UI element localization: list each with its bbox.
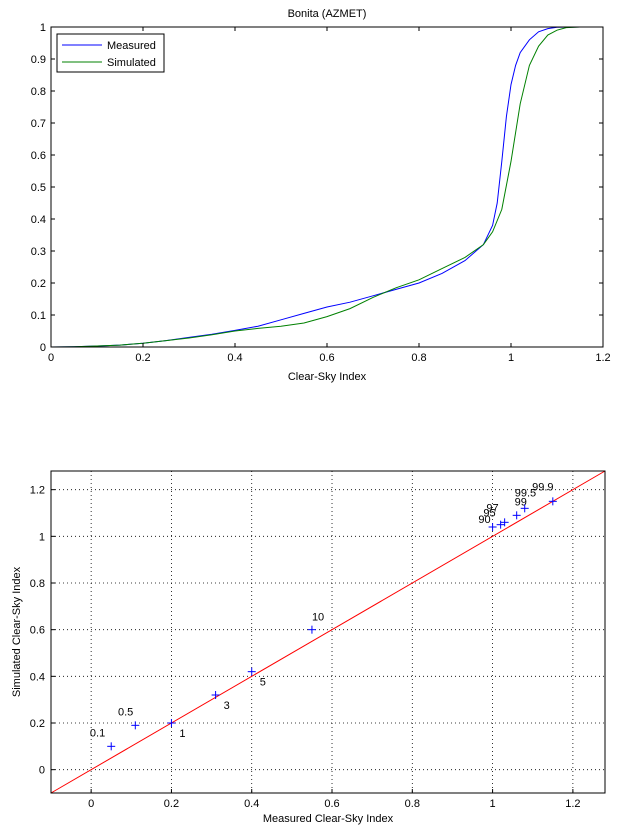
scatter-y-ticks: 0 0.2 0.4 0.6 0.8 1 1.2 bbox=[30, 485, 55, 777]
scatter-point-label: 99.5 bbox=[515, 487, 536, 499]
cdf-x-tick-label: 0.2 bbox=[135, 352, 150, 364]
legend-measured-label: Measured bbox=[107, 40, 156, 52]
scatter-point-5: 5 bbox=[247, 667, 266, 689]
scatter-y-tick-label: 1 bbox=[39, 531, 45, 543]
cdf-y-tick-label: 0.2 bbox=[31, 278, 46, 290]
cdf-x-tick-label: 0.6 bbox=[319, 352, 334, 364]
cdf-chart-title: Bonita (AZMET) bbox=[288, 8, 367, 20]
scatter-y-axis-label: Simulated Clear-Sky Index bbox=[11, 566, 23, 697]
scatter-point-label: 1 bbox=[179, 728, 185, 740]
cdf-y-tick-label: 1 bbox=[40, 22, 46, 34]
scatter-y-tick-label: 0.2 bbox=[30, 718, 45, 730]
scatter-x-tick-label: 0 bbox=[88, 798, 94, 810]
scatter-y-tick-label: 0.8 bbox=[30, 578, 45, 590]
scatter-point-0.5: 0.5 bbox=[118, 706, 140, 730]
scatter-point-3: 3 bbox=[211, 691, 230, 712]
scatter-x-axis-label: Measured Clear-Sky Index bbox=[263, 813, 394, 825]
cdf-y-tick-label: 0 bbox=[40, 342, 46, 354]
cdf-y-tick-label: 0.5 bbox=[31, 182, 46, 194]
cdf-curves bbox=[50, 26, 581, 348]
cdf-x-tick-label: 1.2 bbox=[595, 352, 610, 364]
legend-simulated-label: Simulated bbox=[107, 57, 156, 69]
scatter-y-tick-label: 0 bbox=[39, 765, 45, 777]
cdf-series-line-simulated bbox=[50, 26, 581, 348]
scatter-point-1: 1 bbox=[167, 719, 186, 740]
scatter-point-label: 0.1 bbox=[90, 727, 105, 739]
legend-box bbox=[56, 33, 165, 73]
scatter-x-tick-label: 0.2 bbox=[164, 798, 179, 810]
scatter-point-label: 10 bbox=[312, 612, 324, 624]
scatter-x-tick-label: 1 bbox=[490, 798, 496, 810]
scatter-point-95: 95 bbox=[483, 508, 505, 529]
scatter-reference-line bbox=[50, 470, 606, 794]
scatter-point-90: 90 bbox=[478, 514, 497, 531]
scatter-point-label: 99 bbox=[515, 496, 527, 508]
cdf-chart: Bonita (AZMET) 0 0.2 0.4 0.6 0.8 1 1.2 0 0.1 0.2… bbox=[31, 8, 611, 383]
cdf-x-ticks: 0 0.2 0.4 0.6 0.8 1 1.2 bbox=[48, 27, 611, 364]
scatter-y-tick-label: 0.4 bbox=[30, 671, 45, 683]
scatter-x-ticks: 0 0.2 0.4 0.6 0.8 1 1.2 bbox=[88, 789, 581, 810]
scatter-point-0.1: 0.1 bbox=[90, 727, 116, 751]
scatter-point-99.5: 99.5 bbox=[515, 487, 536, 513]
cdf-y-tick-label: 0.6 bbox=[31, 150, 46, 162]
scatter-point-10: 10 bbox=[307, 612, 324, 634]
scatter-y-tick-label: 1.2 bbox=[30, 485, 45, 497]
cdf-y-tick-label: 0.9 bbox=[31, 54, 46, 66]
cdf-y-tick-label: 0.1 bbox=[31, 310, 46, 322]
scatter-point-label: 3 bbox=[224, 700, 230, 712]
scatter-point-label: 99.9 bbox=[532, 481, 553, 493]
cdf-x-tick-label: 0 bbox=[48, 352, 54, 364]
scatter-x-tick-label: 1.2 bbox=[565, 798, 580, 810]
scatter-point-99.9: 99.9 bbox=[532, 481, 557, 506]
scatter-point-label: 95 bbox=[483, 508, 495, 520]
scatter-point-label: 0.5 bbox=[118, 706, 133, 718]
scatter-x-tick-label: 0.4 bbox=[244, 798, 259, 810]
cdf-y-tick-label: 0.7 bbox=[31, 118, 46, 130]
cdf-x-tick-label: 1 bbox=[508, 352, 514, 364]
cdf-plot-area bbox=[51, 27, 603, 347]
scatter-point-99: 99 bbox=[512, 496, 527, 520]
cdf-y-tick-label: 0.4 bbox=[31, 214, 46, 226]
scatter-point-label: 97 bbox=[486, 502, 498, 514]
cdf-x-tick-label: 0.8 bbox=[411, 352, 426, 364]
scatter-plot-frame bbox=[50, 470, 606, 794]
cdf-legend: Measured Simulated bbox=[56, 33, 165, 73]
cdf-y-ticks: 0 0.1 0.2 0.3 0.4 0.5 0.6 0.7 0.8 0.9 1 bbox=[31, 22, 603, 354]
scatter-point-97: 97 bbox=[486, 502, 509, 527]
scatter-point-label: 5 bbox=[260, 677, 266, 689]
scatter-y-tick-label: 0.6 bbox=[30, 625, 45, 637]
scatter-x-tick-label: 0.8 bbox=[405, 798, 420, 810]
cdf-x-tick-label: 0.4 bbox=[227, 352, 242, 364]
cdf-y-tick-label: 0.3 bbox=[31, 246, 46, 258]
scatter-grid bbox=[51, 471, 605, 793]
scatter-x-tick-label: 0.6 bbox=[324, 798, 339, 810]
cdf-y-tick-label: 0.8 bbox=[31, 86, 46, 98]
scatter-point-label: 90 bbox=[478, 514, 490, 526]
cdf-x-axis-label: Clear-Sky Index bbox=[288, 371, 367, 383]
